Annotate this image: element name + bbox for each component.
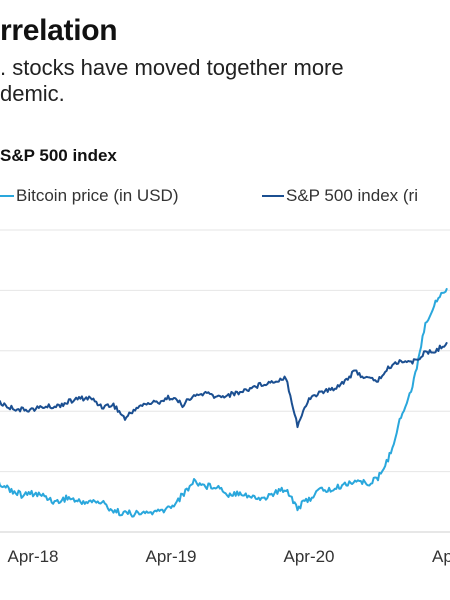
series-lines [0,287,448,518]
x-tick-label: Apr-19 [145,547,196,566]
legend-swatch-bitcoin [0,194,14,197]
x-axis-ticks: Apr-18 Apr-19 Apr-20 Ap [7,547,450,566]
headline-subtitle: . stocks have moved together more demic. [0,55,344,106]
legend-swatch-sp500 [262,194,284,197]
gridlines [0,229,450,533]
legend-item-sp500: S&P 500 index (ri [262,184,418,208]
series-line-bitcoin [0,287,448,518]
series-line-sp500 [0,341,448,429]
headline-title: rrelation [0,14,118,47]
chart-title: S&P 500 index [0,146,117,165]
x-tick-label: Ap [432,547,450,566]
x-tick-label: Apr-20 [283,547,334,566]
legend-label-sp500: S&P 500 index (ri [286,186,418,205]
legend-item-bitcoin: Bitcoin price (in USD) [0,184,179,208]
legend-label-bitcoin: Bitcoin price (in USD) [16,186,179,205]
x-tick-label: Apr-18 [7,547,58,566]
legend: Bitcoin price (in USD) S&P 500 index (ri [0,184,450,208]
